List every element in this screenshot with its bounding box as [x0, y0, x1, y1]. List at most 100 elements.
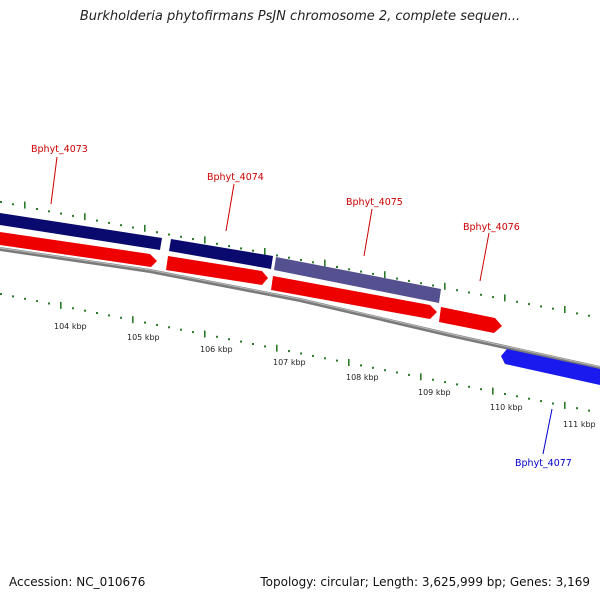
gene-arrow-red-2[interactable] [166, 256, 268, 285]
outer-major-tick [384, 271, 386, 279]
scale-minor-tick [444, 381, 446, 384]
outer-minor-tick [396, 277, 398, 280]
outer-minor-tick [168, 233, 170, 236]
scale-minor-tick [84, 309, 86, 312]
scale-tick-track [0, 293, 590, 412]
gene-arrow-bphyt-4077[interactable] [501, 349, 600, 385]
scale-minor-tick [48, 302, 50, 305]
scale-minor-tick [252, 343, 254, 345]
outer-minor-tick [276, 254, 278, 257]
scale-minor-tick [0, 293, 2, 295]
gene-arrow-bphyt-4073-upper[interactable] [0, 213, 162, 250]
outer-minor-tick [0, 201, 2, 203]
gene-label-bphyt-4076[interactable]: Bphyt_4076 [463, 222, 520, 233]
outer-minor-tick [12, 203, 14, 206]
outer-minor-tick [252, 249, 254, 252]
outer-minor-tick [60, 212, 62, 215]
outer-minor-tick [360, 270, 362, 273]
map-title: Burkholderia phytofirmans PsJN chromosom… [79, 9, 521, 24]
leader-bphyt-4076 [479, 232, 490, 282]
scale-major-tick [420, 373, 422, 381]
scale-major-tick [492, 387, 494, 395]
scale-minor-tick [36, 300, 38, 303]
scale-minor-tick [540, 400, 542, 403]
scale-minor-tick [288, 350, 290, 353]
outer-minor-tick [336, 266, 338, 268]
outer-minor-tick [420, 282, 422, 285]
scale-major-tick [348, 359, 350, 366]
gene-label-bphyt-4075[interactable]: Bphyt_4075 [346, 197, 403, 208]
outer-major-tick [84, 213, 86, 221]
outer-minor-tick [552, 307, 554, 310]
gene-arrow-red-1[interactable] [0, 232, 157, 267]
scale-minor-tick [192, 331, 194, 334]
scale-minor-tick [72, 307, 74, 310]
gene-label-bphyt-4073[interactable]: Bphyt_4073 [31, 144, 88, 155]
scale-minor-tick [528, 397, 530, 400]
scale-major-tick [204, 330, 206, 338]
outer-minor-tick [132, 226, 134, 229]
scale-minor-tick [12, 295, 14, 298]
scale-major-tick [276, 344, 278, 352]
outer-minor-tick [588, 314, 590, 317]
gene-arrow-bphyt-4076[interactable] [439, 307, 502, 333]
outer-minor-tick [240, 247, 242, 250]
scale-minor-tick [240, 340, 242, 343]
scale-minor-tick [576, 407, 578, 410]
outer-major-tick [444, 282, 446, 290]
outer-minor-tick [288, 256, 290, 259]
scale-minor-tick [516, 395, 518, 398]
scale-minor-tick [432, 378, 434, 381]
scale-minor-tick [120, 316, 122, 319]
outer-minor-tick [528, 303, 530, 306]
scale-major-tick [60, 301, 62, 309]
outer-major-tick [204, 236, 206, 244]
scale-minor-tick [384, 369, 386, 372]
outer-minor-tick [408, 279, 410, 282]
scale-minor-tick [228, 338, 230, 341]
scale-minor-tick [324, 357, 326, 360]
outer-minor-tick [36, 208, 38, 210]
outer-minor-tick [576, 312, 578, 315]
outer-tick-track [0, 201, 590, 317]
outer-minor-tick [480, 293, 482, 296]
scale-minor-tick [456, 383, 458, 386]
chromosome-backbone [0, 247, 600, 370]
scale-label-109: 109 kbp [418, 388, 451, 397]
scale-minor-tick [588, 409, 590, 412]
scale-minor-tick [264, 345, 266, 348]
outer-major-tick [504, 294, 506, 302]
scale-minor-tick [408, 373, 410, 376]
scale-label-108: 108 kbp [346, 373, 379, 382]
gene-arrow-bphyt-4075[interactable] [274, 257, 441, 303]
outer-minor-tick [72, 214, 74, 217]
gene-arrow-red-3[interactable] [271, 276, 437, 319]
scale-minor-tick [216, 335, 218, 338]
scale-minor-tick [300, 352, 302, 355]
gene-arrow-bphyt-4074-upper[interactable] [169, 239, 273, 269]
outer-minor-tick [300, 259, 302, 261]
accession-text: Accession: NC_010676 [9, 575, 146, 589]
outer-major-tick [264, 248, 266, 255]
outer-minor-tick [456, 289, 458, 292]
scale-minor-tick [96, 312, 98, 314]
outer-minor-tick [516, 300, 518, 303]
scale-minor-tick [180, 328, 182, 331]
scale-minor-tick [312, 354, 314, 357]
gene-label-bphyt-4077[interactable]: Bphyt_4077 [515, 458, 572, 469]
scale-minor-tick [336, 359, 338, 362]
gene-label-bphyt-4074[interactable]: Bphyt_4074 [207, 172, 264, 183]
outer-minor-tick [192, 238, 194, 241]
scale-minor-tick [396, 371, 398, 374]
leader-bphyt-4077 [542, 408, 553, 455]
scale-minor-tick [480, 388, 482, 391]
scale-minor-tick [156, 323, 158, 326]
scale-minor-tick [468, 385, 470, 388]
outer-minor-tick [540, 305, 542, 308]
scale-label-105: 105 kbp [127, 333, 160, 342]
outer-major-tick [144, 224, 146, 232]
outer-minor-tick [120, 224, 122, 227]
outer-minor-tick [96, 219, 98, 222]
leader-bphyt-4073 [50, 156, 58, 205]
